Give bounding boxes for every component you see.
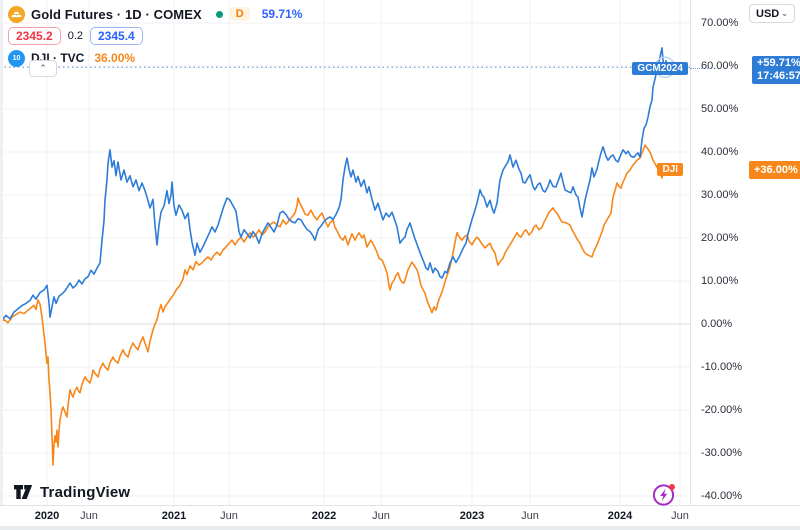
horizontal-scrollbar[interactable] [0, 526, 800, 530]
time-tick-label: Jun [671, 510, 689, 522]
time-tick-label: 2023 [459, 510, 485, 522]
symbol-change-percent: 59.71% [261, 7, 303, 21]
interval-badge[interactable]: D [229, 7, 250, 21]
symbol-title[interactable]: Gold Futures · 1D · COMEX [31, 6, 202, 22]
price-line-extension [690, 68, 710, 69]
time-tick-label: 2020 [34, 510, 60, 522]
legend-collapse-button[interactable]: ⌃ [29, 60, 57, 77]
price-axis-panel[interactable]: USD ⌄ 70.00% 60.00% 50.00% 40.00% 30.00% 20.0… [690, 0, 800, 505]
buy-price-button[interactable]: 2345.4 [90, 27, 143, 45]
notification-dot [669, 484, 675, 490]
gold-axis-countdown: 17:46:57 [757, 70, 800, 82]
time-tick-label: Jun [80, 510, 98, 522]
price-tick-label: -40.00% [701, 490, 742, 502]
price-tick-label: 0.00% [701, 318, 733, 330]
price-tick-label: 70.00% [701, 17, 739, 29]
time-tick-label: Jun [220, 510, 238, 522]
price-tick-label: -30.00% [701, 447, 742, 459]
chevron-up-icon: ⌃ [39, 63, 47, 73]
main-series-row[interactable]: Gold Futures · 1D · COMEX D 59.71% [8, 5, 302, 23]
dji-series-tag: DJI [657, 163, 683, 176]
chart-canvas[interactable] [0, 0, 690, 505]
currency-label: USD [756, 7, 780, 20]
price-tick-label: 50.00% [701, 103, 739, 115]
time-tick-label: 2021 [161, 510, 187, 522]
gold-axis-value: +59.71% [757, 57, 800, 69]
gold-price-axis-label: +59.71% 17:46:57 [752, 56, 800, 84]
tradingview-logo[interactable]: TradingView [14, 484, 130, 501]
tradingview-logo-text: TradingView [40, 484, 131, 501]
price-tick-label: 10.00% [701, 275, 739, 287]
compare-change-percent: 36.00% [94, 51, 136, 65]
quote-row: 2345.2 0.2 2345.4 [8, 27, 302, 45]
price-tick-label: -20.00% [701, 404, 742, 416]
dji-price-axis-label: +36.00% [749, 161, 800, 179]
time-axis-panel[interactable]: 2020 Jun 2021 Jun 2022 Jun 2023 Jun 2024 Jun [0, 505, 800, 526]
gold-symbol-icon [8, 5, 25, 23]
spread-value: 0.2 [67, 30, 83, 42]
time-tick-label: 2022 [311, 510, 337, 522]
chevron-down-icon: ⌄ [781, 9, 788, 18]
time-tick-label: Jun [372, 510, 390, 522]
dji-axis-value: +36.00% [754, 164, 798, 176]
left-edge-strip [0, 0, 3, 505]
time-tick-label: Jun [521, 510, 539, 522]
currency-selector[interactable]: USD ⌄ [749, 4, 795, 23]
events-lightning-button[interactable] [651, 482, 677, 507]
price-tick-label: 60.00% [701, 60, 739, 72]
price-tick-label: 30.00% [701, 189, 739, 201]
price-tick-label: -10.00% [701, 361, 742, 373]
dji-symbol-icon: 10 [8, 49, 25, 67]
gold-series-tag: GCM2024 [632, 62, 688, 75]
time-tick-label: 2024 [607, 510, 633, 522]
tradingview-logo-icon [14, 485, 33, 499]
price-tick-label: 40.00% [701, 146, 739, 158]
market-status-dot[interactable] [215, 10, 223, 18]
lightning-icon [652, 484, 675, 506]
price-tick-label: 20.00% [701, 232, 739, 244]
sell-price-button[interactable]: 2345.2 [8, 27, 61, 45]
